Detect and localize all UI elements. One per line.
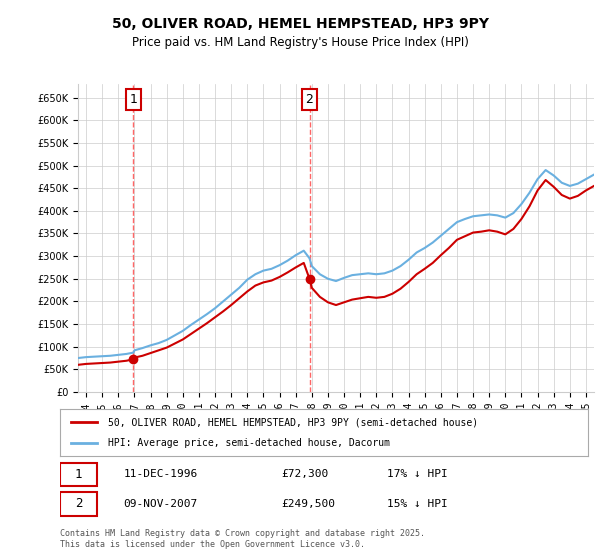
Text: 50, OLIVER ROAD, HEMEL HEMPSTEAD, HP3 9PY: 50, OLIVER ROAD, HEMEL HEMPSTEAD, HP3 9P…	[112, 17, 488, 31]
Text: 17% ↓ HPI: 17% ↓ HPI	[388, 469, 448, 479]
Text: Price paid vs. HM Land Registry's House Price Index (HPI): Price paid vs. HM Land Registry's House …	[131, 36, 469, 49]
FancyBboxPatch shape	[60, 492, 97, 516]
Text: 09-NOV-2007: 09-NOV-2007	[124, 499, 197, 509]
FancyBboxPatch shape	[60, 463, 97, 486]
Text: 2: 2	[75, 497, 82, 510]
Text: 11-DEC-1996: 11-DEC-1996	[124, 469, 197, 479]
Text: 1: 1	[75, 468, 82, 481]
Text: 15% ↓ HPI: 15% ↓ HPI	[388, 499, 448, 509]
Text: 2: 2	[305, 93, 313, 106]
Text: Contains HM Land Registry data © Crown copyright and database right 2025.
This d: Contains HM Land Registry data © Crown c…	[60, 529, 425, 549]
Text: 50, OLIVER ROAD, HEMEL HEMPSTEAD, HP3 9PY (semi-detached house): 50, OLIVER ROAD, HEMEL HEMPSTEAD, HP3 9P…	[107, 417, 478, 427]
Text: 1: 1	[130, 93, 137, 106]
Text: £72,300: £72,300	[282, 469, 329, 479]
Text: HPI: Average price, semi-detached house, Dacorum: HPI: Average price, semi-detached house,…	[107, 438, 389, 448]
Text: £249,500: £249,500	[282, 499, 336, 509]
